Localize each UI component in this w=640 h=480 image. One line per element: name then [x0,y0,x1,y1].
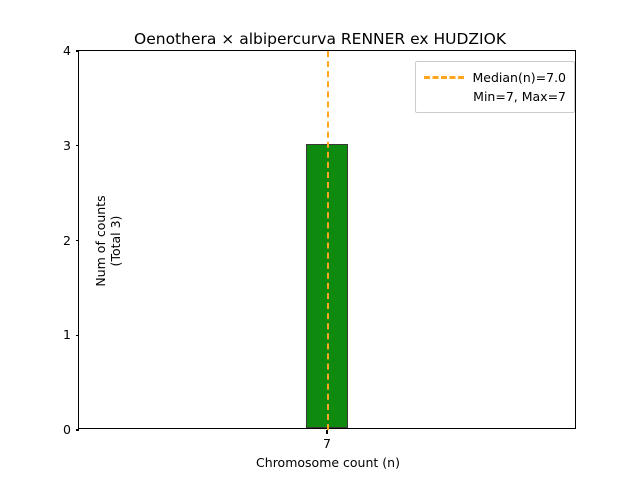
y-tick-mark [75,239,79,242]
y-tick-label: 3 [63,137,71,153]
y-tick-label: 1 [63,327,71,343]
legend-body: Median(n)=7.0 Min=7, Max=7 [423,68,567,106]
y-tick-label: 4 [63,43,71,58]
y-tick-mark [75,50,79,52]
x-tick-mark [326,430,328,434]
page-title: Oenothera × albipercurva RENNER ex HUDZI… [134,30,506,48]
median-line [327,51,329,430]
y-axis-label: Num of counts (Total 3) [93,195,123,287]
y-tick-label: 2 [63,232,71,248]
y-tick-mark [75,334,79,336]
legend-entry-minmax: Min=7, Max=7 [473,89,566,104]
y-tick-label: 0 [63,422,71,437]
y-tick-mark [75,145,79,147]
median-line-swatch-icon [423,76,464,79]
legend-texts: Median(n)=7.0 Min=7, Max=7 [473,68,567,106]
y-tick-mark [75,429,79,431]
x-axis-label: Chromosome count (n) [256,455,400,470]
legend-entry-median: Median(n)=7.0 [472,70,567,85]
legend-sample-wrap [423,68,473,87]
legend: Median(n)=7.0 Min=7, Max=7 [414,61,575,113]
plot-area: Num of counts (Total 3) 0 1 2 3 4 [63,43,576,470]
x-tick-label: 7 [323,436,331,451]
